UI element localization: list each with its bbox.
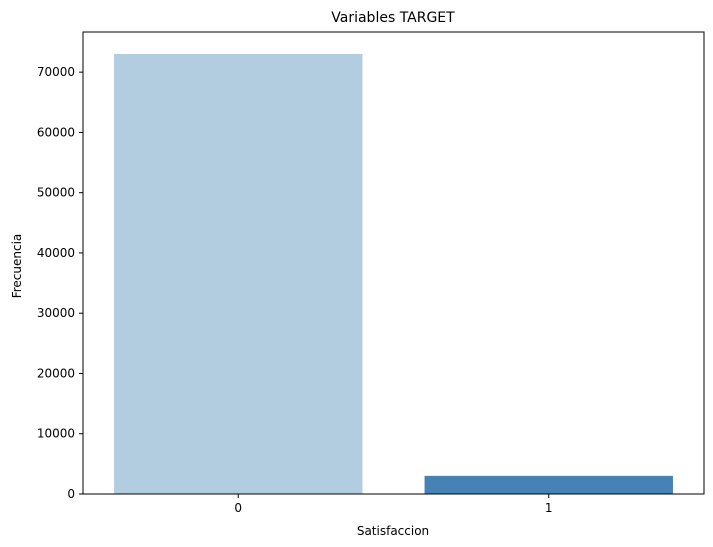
x-axis-label: Satisfaccion <box>357 524 429 538</box>
y-tick-label: 70000 <box>37 65 75 79</box>
y-axis-label: Frecuencia <box>10 234 24 299</box>
y-tick-label: 20000 <box>37 366 75 380</box>
plot-area <box>114 54 673 494</box>
y-tick-label: 10000 <box>37 427 75 441</box>
bar-0 <box>114 54 363 494</box>
bar-1 <box>424 475 673 494</box>
x-tick-label: 0 <box>234 501 242 515</box>
x-tick-label: 1 <box>545 501 553 515</box>
y-tick-label: 50000 <box>37 186 75 200</box>
y-tick-label: 30000 <box>37 306 75 320</box>
plot-frame <box>82 31 705 495</box>
y-tick-label: 0 <box>67 487 75 501</box>
y-axis: 0 10000 20000 30000 40000 50000 60000 70000 <box>37 65 83 501</box>
y-tick-label: 60000 <box>37 125 75 139</box>
chart-title: Variables TARGET <box>331 10 455 26</box>
y-tick-label: 40000 <box>37 246 75 260</box>
